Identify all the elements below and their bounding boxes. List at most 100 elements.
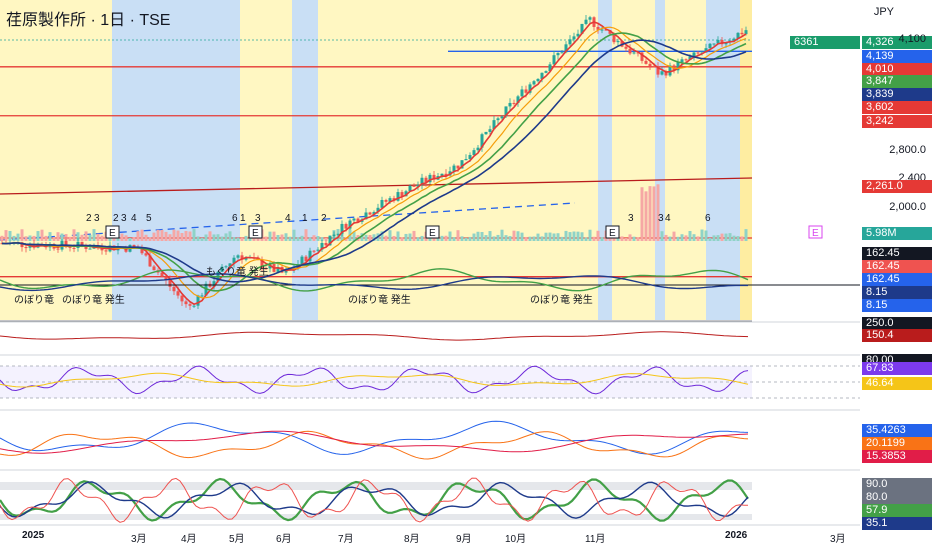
candle-body [144, 253, 148, 256]
candle-body [380, 199, 384, 208]
candle-body [300, 256, 304, 265]
volume-bar [320, 237, 324, 241]
volume-bar [700, 229, 704, 241]
candle-body [628, 48, 632, 54]
volume-bar [88, 234, 92, 241]
oscillator-line [0, 273, 748, 292]
volume-bar [172, 229, 176, 241]
candle-body [28, 245, 32, 248]
indicator-tag: 162.45 [862, 273, 932, 286]
volume-bar [496, 234, 500, 241]
indicator-tag: 162.45 [862, 260, 932, 273]
volume-tag: 6361 [790, 36, 860, 49]
x-axis-label: 9月 [456, 534, 472, 545]
x-axis-label: 4月 [181, 534, 197, 545]
candle-body [616, 41, 620, 43]
candle-body [408, 185, 412, 192]
volume-bar [704, 230, 708, 241]
x-axis-label: 7月 [338, 534, 354, 545]
volume-bar [692, 234, 696, 241]
volume-bar [180, 233, 184, 241]
candle-body [396, 192, 400, 201]
x-axis-label: 2025 [22, 530, 45, 541]
volume-bar [136, 231, 140, 241]
candle-body [516, 96, 520, 103]
candle-body [172, 286, 176, 292]
candle-body [472, 150, 476, 156]
volume-bar [24, 236, 28, 241]
volume-bar [232, 237, 236, 241]
x-axis-label: 5月 [229, 534, 245, 545]
long-ma-line [0, 177, 753, 195]
count-label: 6 [232, 213, 238, 224]
volume-bar [516, 231, 520, 241]
candle-body [228, 263, 232, 267]
volume-bar [148, 237, 152, 241]
volume-bar [280, 234, 284, 241]
price-tag: 4,139 [862, 50, 932, 63]
volume-bar [236, 237, 240, 241]
count-label: 3 [628, 213, 634, 224]
volume-bar [712, 235, 716, 241]
count-label: 3 [121, 213, 127, 224]
candle-body [132, 244, 136, 247]
volume-bar [8, 230, 12, 241]
indicator-tag: 8.15 [862, 299, 932, 312]
x-axis-label: 3月 [131, 534, 147, 545]
candle-body [432, 174, 436, 180]
candle-body [220, 266, 224, 272]
candle-body [564, 44, 568, 53]
candle-body [440, 173, 444, 177]
candle-body [180, 295, 184, 302]
volume-bar [652, 186, 656, 241]
price-tag: 2,261.0 [862, 180, 932, 193]
volume-bar [284, 233, 288, 241]
currency-label: JPY [873, 6, 894, 18]
volume-bar [584, 237, 588, 241]
volume-bar [628, 234, 632, 241]
signal-label: のぼり竜 [14, 293, 54, 306]
bearish-band [655, 0, 665, 320]
volume-bar [96, 233, 100, 241]
volume-bar [656, 184, 660, 241]
price-tag: 3,847 [862, 75, 932, 88]
signal-label: のぼり竜 発生 [348, 293, 411, 306]
volume-bar [572, 231, 576, 241]
volume-bar [80, 234, 84, 241]
volume-bar [196, 236, 200, 241]
indicator-tag: 15.3853 [862, 450, 932, 463]
indicator-tag: 250.0 [862, 317, 932, 330]
earnings-label: E [812, 228, 819, 239]
candle-body [668, 65, 672, 76]
volume-bar [680, 234, 684, 241]
volume-bar [208, 231, 212, 241]
price-tag: 3,242 [862, 115, 932, 128]
volume-bars [0, 184, 748, 241]
candle-body [552, 55, 556, 65]
volume-bar [672, 231, 676, 241]
candle-body [340, 223, 344, 234]
volume-bar [472, 233, 476, 241]
candle-body [460, 160, 464, 169]
volume-bar [440, 235, 444, 241]
candle-body [244, 257, 248, 260]
volume-bar [344, 237, 348, 241]
candle-body [476, 147, 480, 151]
volume-bar [560, 236, 564, 241]
indicator-tag: 5.98M [862, 227, 932, 240]
volume-bar [636, 237, 640, 241]
volume-bar [152, 232, 156, 241]
volume-bar [192, 229, 196, 241]
candle-body [316, 249, 320, 251]
candle-body [304, 256, 308, 262]
volume-bar [696, 236, 700, 241]
candle-body [652, 66, 656, 68]
indicator-tag: 162.45 [862, 247, 932, 260]
indicator-tag: 35.1 [862, 517, 932, 530]
moving-averages [1, 21, 747, 306]
volume-bar [160, 229, 164, 241]
candle-body [352, 218, 356, 221]
volume-bar [324, 237, 328, 241]
stoch-band-top [0, 482, 752, 490]
